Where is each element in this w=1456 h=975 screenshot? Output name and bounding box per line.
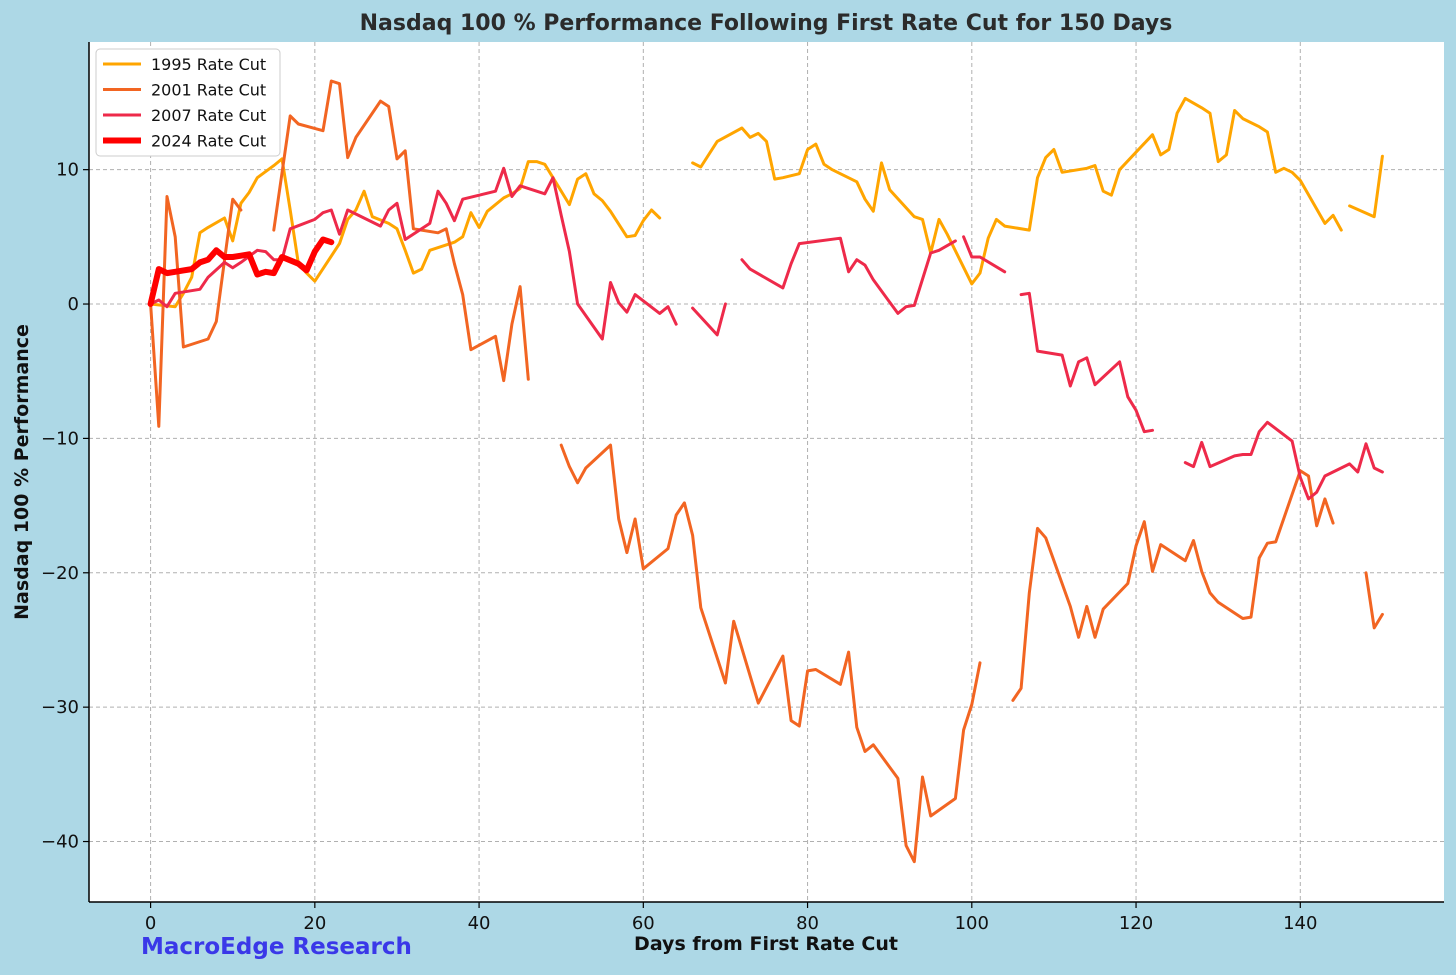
series-lines [147,79,1384,864]
y-axis-ticks: 10 0 −10 −20 −30 −40 [41,160,89,853]
series-line-2001-rate-cut [559,443,982,864]
y-tick-label: −10 [41,428,79,449]
legend-items: 1995 Rate Cut 2001 Rate Cut 2007 Rate Cut 2… [103,55,266,151]
x-tick-label: 80 [796,913,819,934]
series-2024-rate-cut [147,236,335,307]
series-2007-rate-cut [149,166,1384,501]
y-tick-label: −20 [41,563,79,584]
series-line-1995-rate-cut [149,157,662,309]
chart-title: Nasdaq 100 % Performance Following First… [360,11,1173,36]
series-line-2007-rate-cut [149,166,678,341]
x-tick-label: 20 [303,913,326,934]
plot-area [89,42,1444,902]
legend-box [95,48,281,157]
series-line-2001-rate-cut [1364,571,1384,630]
y-axis-label: Nasdaq 100 % Performance [11,324,33,620]
legend-label-2007-rate-cut: 2007 Rate Cut [151,106,266,125]
series-line-2007-rate-cut [1183,420,1384,501]
series-line-2001-rate-cut [1011,469,1335,702]
series-line-2007-rate-cut [962,235,1007,274]
x-tick-label: 0 [145,913,156,934]
series-line-2024-rate-cut [147,236,335,307]
y-tick-label: −30 [41,697,79,718]
legend-label-2024-rate-cut: 2024 Rate Cut [151,132,266,151]
series-line-2001-rate-cut [272,79,530,383]
series-line-1995-rate-cut [1348,154,1384,219]
series-2001-rate-cut [149,79,1384,864]
y-tick-label: 0 [68,294,79,315]
brand-watermark: MacroEdge Research [141,934,412,960]
legend: 1995 Rate Cut 2001 Rate Cut 2007 Rate Cut 2… [95,48,281,157]
series-line-2007-rate-cut [740,236,957,315]
x-axis-ticks: 0 20 40 60 80 100 120 140 [145,902,1317,934]
series-line-1995-rate-cut [691,96,1343,286]
x-tick-label: 120 [1119,913,1153,934]
series-line-2007-rate-cut [1019,291,1154,434]
series-line-2007-rate-cut [691,302,727,337]
grid-lines [89,42,1444,902]
y-tick-label: −40 [41,832,79,853]
y-tick-label: 10 [56,160,79,181]
x-tick-label: 100 [955,913,989,934]
x-tick-label: 40 [468,913,491,934]
legend-label-1995-rate-cut: 1995 Rate Cut [151,55,266,74]
x-tick-label: 140 [1283,913,1317,934]
x-axis-label: Days from First Rate Cut [634,933,898,955]
series-1995-rate-cut [149,96,1384,309]
x-tick-label: 60 [632,913,655,934]
legend-label-2001-rate-cut: 2001 Rate Cut [151,81,266,100]
series-line-2001-rate-cut [149,195,243,428]
